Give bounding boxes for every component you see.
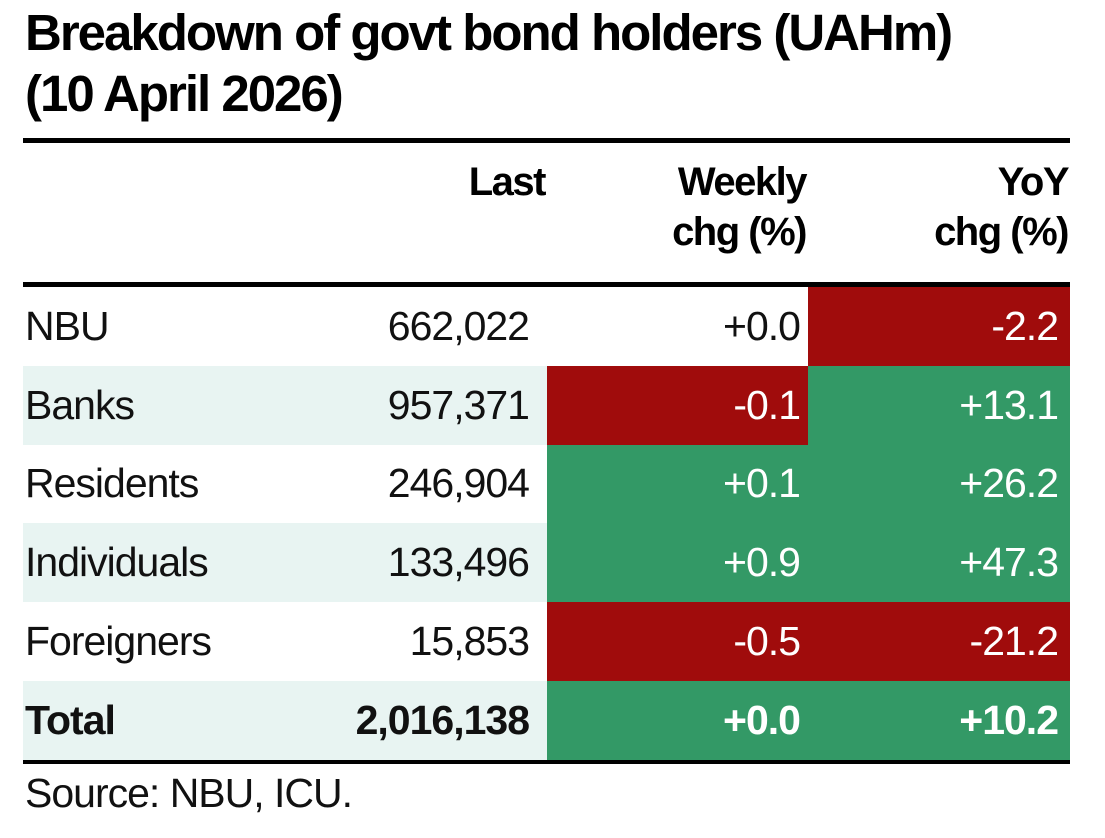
row-label-cell: Foreigners xyxy=(23,602,353,681)
header-divider-rule xyxy=(23,282,1070,287)
last-value-cell: 957,371 xyxy=(353,365,547,445)
yoy-change-cell: +26.2 xyxy=(808,444,1070,524)
table-bottom-rule xyxy=(23,760,1070,764)
row-label-cell: Total xyxy=(23,680,353,760)
weekly-change-cell: +0.0 xyxy=(547,680,808,760)
column-header-weekly-line2: chg (%) xyxy=(672,210,807,254)
row-label-cell: Banks xyxy=(23,365,353,445)
column-header-last-line1: Last xyxy=(468,160,547,204)
weekly-change-cell: +0.9 xyxy=(547,523,808,603)
last-value-cell: 15,853 xyxy=(353,602,547,681)
last-value-cell: 133,496 xyxy=(353,523,547,603)
column-header-yoy-chg: YoY chg (%) xyxy=(808,157,1070,257)
yoy-change-cell: -21.2 xyxy=(808,602,1070,681)
yoy-change-cell: +47.3 xyxy=(808,523,1070,603)
row-label-cell: Residents xyxy=(23,444,353,524)
title-line-1: Breakdown of govt bond holders (UAHm) xyxy=(25,4,953,61)
title-divider-rule xyxy=(23,138,1070,143)
holders-table: NBU 662,022 +0.0 -2.2 Banks 957,371 -0.1… xyxy=(23,287,1070,760)
page-title: Breakdown of govt bond holders (UAHm) (1… xyxy=(25,2,953,124)
weekly-change-cell: +0.1 xyxy=(547,444,808,524)
weekly-change-cell: -0.1 xyxy=(547,365,808,445)
table-header-row: Last Weekly chg (%) YoY chg (%) xyxy=(23,157,1070,257)
last-value-cell: 2,016,138 xyxy=(353,680,547,760)
row-label-cell: NBU xyxy=(23,287,353,366)
yoy-change-cell: -2.2 xyxy=(808,287,1070,366)
source-note: Source: NBU, ICU. xyxy=(25,770,353,816)
weekly-change-cell: +0.0 xyxy=(723,302,801,349)
column-header-last: Last xyxy=(353,157,547,257)
title-line-2: (10 April 2026) xyxy=(25,65,344,122)
column-header-weekly-chg: Weekly chg (%) xyxy=(547,157,808,257)
column-header-yoy-line2: chg (%) xyxy=(934,210,1069,254)
column-header-weekly-line1: Weekly xyxy=(677,160,808,204)
yoy-change-cell: +13.1 xyxy=(808,365,1070,445)
column-header-spacer xyxy=(23,157,353,257)
weekly-change-cell: -0.5 xyxy=(547,602,808,681)
column-header-yoy-line1: YoY xyxy=(997,160,1070,204)
yoy-change-cell: +10.2 xyxy=(808,680,1070,760)
last-value-cell: 246,904 xyxy=(353,444,547,524)
last-value-cell: 662,022 xyxy=(353,287,547,366)
row-label-cell: Individuals xyxy=(23,523,353,603)
